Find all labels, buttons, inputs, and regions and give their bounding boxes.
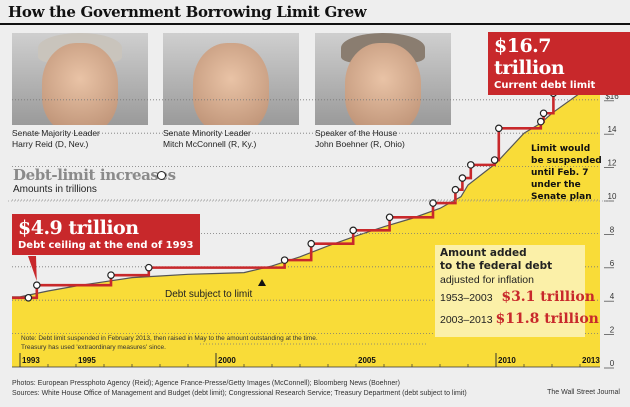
y-tick-label: 6 (610, 259, 615, 268)
chart-note: Note: Debt limit suspended in February 2… (21, 335, 318, 351)
y-tick-label: 0 (610, 359, 615, 368)
y-tick-label: 4 (610, 292, 615, 301)
x-tick-label: 1995 (78, 356, 96, 365)
limit-increase-marker (429, 199, 437, 207)
y-tick-label: 14 (608, 125, 617, 134)
x-tick-label: 2000 (218, 356, 236, 365)
suspend-annotation: Limit would be suspended until Feb. 7 under… (531, 144, 602, 202)
inflation-box: Amount added to the federal debt adjuste… (435, 245, 599, 337)
footer: Photos: European Pressphoto Agency (Reid… (12, 380, 467, 397)
photo-reid (12, 33, 148, 125)
y-tick-label: $16 (605, 92, 619, 101)
limit-increase-marker (451, 185, 460, 194)
limit-increase-marker (107, 271, 115, 279)
limit-increase-marker (536, 117, 545, 126)
photo-caption-reid: Senate Majority Leader Harry Reid (D, Nev… (12, 128, 100, 149)
limit-increase-marker (32, 281, 41, 289)
limit-increase-marker (494, 124, 503, 133)
page-title: How the Government Borrowing Limit Grew (8, 3, 367, 21)
legend-circle-marker (157, 171, 166, 180)
debt-line-pointer (258, 279, 266, 286)
units-label: Amounts in trillions (13, 184, 97, 195)
credit: The Wall Street Journal (547, 389, 620, 396)
limit-increase-marker (349, 226, 358, 235)
callout-current: $16.7 trillion Current debt limit (488, 32, 630, 95)
callout-pointer (28, 256, 37, 282)
x-tick-label: 1993 (22, 356, 40, 365)
x-tick-label: 2010 (498, 356, 516, 365)
limit-increase-marker (280, 256, 289, 264)
limit-increase-marker (24, 293, 33, 302)
inflation-row: 2003–2013 $11.8 trillion (440, 311, 599, 327)
limit-increase-marker (145, 263, 153, 272)
y-tick-label: 10 (608, 192, 617, 201)
callout-1993: $4.9 trillion Debt ceiling at the end of… (12, 214, 200, 255)
photo-boehner (315, 33, 451, 125)
legend-title: Debt-limit increases (13, 166, 176, 184)
title-rule (0, 23, 630, 25)
photo-caption-mcconnell: Senate Minority Leader Mitch McConnell (R… (163, 128, 257, 149)
inflation-row: 1953–2003 $3.1 trillion (440, 289, 595, 305)
limit-increase-marker (466, 161, 475, 169)
y-tick-label: 8 (610, 225, 615, 234)
photo-mcconnell (163, 33, 299, 125)
limit-increase-marker (458, 174, 467, 182)
limit-increase-marker (307, 239, 316, 248)
y-tick-label: 12 (608, 159, 617, 168)
x-tick-label: 2005 (358, 356, 376, 365)
x-tick-label: 2013 (582, 356, 600, 365)
debt-line (12, 87, 600, 298)
limit-increase-marker (385, 213, 394, 222)
limit-increase-marker (490, 156, 499, 164)
limit-increase-marker (539, 109, 548, 118)
photo-caption-boehner: Speaker of the House John Boehner (R, Ohi… (315, 128, 405, 149)
debt-line-label: Debt subject to limit (165, 289, 253, 300)
y-tick-label: 2 (610, 326, 615, 335)
